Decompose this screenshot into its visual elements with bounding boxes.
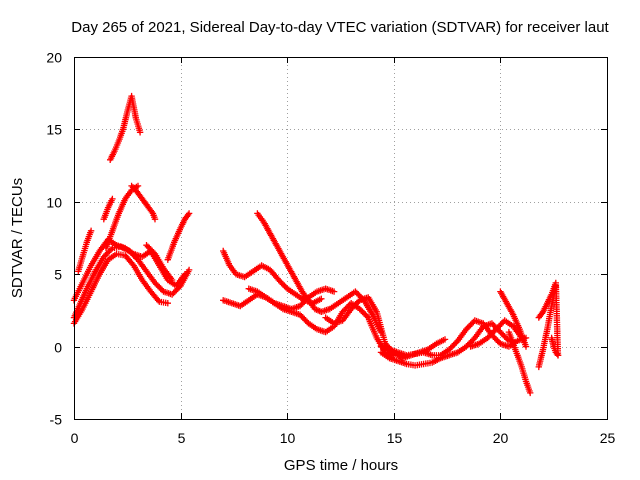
data-point — [527, 389, 534, 397]
x-tick-label: 20 — [493, 430, 509, 446]
data-point — [343, 304, 351, 311]
tick-layer: 0 5 10 15 20 25 -5 0 5 10 15 20 — [46, 50, 615, 447]
data-point — [185, 266, 193, 274]
data-point — [147, 246, 154, 253]
y-tick-label: 15 — [46, 122, 62, 138]
data-point — [451, 340, 459, 347]
grid-layer — [74, 57, 607, 419]
series-trace-04 — [102, 182, 142, 252]
data-point — [136, 129, 144, 136]
series-trace-10 — [143, 242, 176, 284]
y-tick-label: 0 — [54, 340, 62, 356]
x-tick-label: 0 — [71, 430, 79, 446]
data-point — [522, 343, 530, 350]
data-point — [340, 307, 348, 314]
data-point — [275, 276, 282, 284]
data-point — [181, 271, 189, 278]
data-point — [151, 279, 159, 287]
data-point — [447, 344, 454, 352]
data-point — [128, 182, 135, 190]
data-point — [103, 250, 110, 258]
series-trace-14 — [245, 285, 338, 313]
series-trace-11 — [220, 247, 325, 307]
data-point — [357, 307, 365, 314]
data-point — [281, 282, 288, 289]
x-tick-label: 25 — [600, 430, 616, 446]
data-point — [184, 211, 192, 218]
data-point — [301, 315, 308, 323]
y-tick-label: 10 — [46, 195, 62, 211]
data-point — [151, 216, 159, 223]
data-point — [278, 279, 285, 287]
data-point — [301, 298, 308, 305]
x-axis-label: GPS time / hours — [284, 457, 398, 474]
data-point — [490, 321, 497, 329]
data-point — [352, 288, 359, 295]
plot-frame — [74, 57, 608, 420]
series-trace-02 — [70, 250, 171, 327]
series-trace-18 — [467, 317, 525, 350]
series-trace-06 — [107, 92, 144, 163]
series-trace-20 — [505, 328, 534, 397]
data-point — [495, 323, 503, 330]
data-point — [298, 301, 305, 308]
y-tick-label: 5 — [54, 267, 62, 283]
data-point — [463, 326, 470, 333]
series-trace-05 — [128, 182, 159, 223]
series-layer — [70, 92, 562, 397]
x-tick-label: 5 — [178, 430, 186, 446]
data-point — [363, 313, 370, 320]
data-point — [441, 336, 449, 343]
data-point — [498, 330, 505, 337]
data-point — [170, 289, 177, 297]
data-point — [498, 320, 505, 327]
data-point — [490, 328, 497, 336]
data-point — [349, 304, 356, 311]
data-point — [330, 288, 338, 295]
data-point — [154, 282, 162, 289]
data-point — [352, 301, 359, 308]
data-point — [157, 285, 164, 292]
data-point — [484, 334, 491, 342]
series-trace-09 — [164, 210, 193, 263]
series-trace-07 — [75, 227, 95, 275]
data-point — [318, 295, 325, 302]
data-point — [109, 195, 116, 203]
data-point — [168, 276, 176, 284]
data-point — [154, 297, 162, 304]
data-point — [87, 227, 95, 234]
data-point — [355, 291, 362, 298]
y-tick-label: 20 — [46, 50, 62, 66]
data-point — [554, 352, 562, 359]
series-trace-23 — [548, 334, 562, 359]
data-point — [134, 182, 142, 190]
series-trace-16 — [377, 320, 513, 369]
y-axis-label: SDTVAR / TECUs — [9, 178, 26, 298]
data-point — [164, 300, 171, 307]
data-point — [356, 305, 363, 313]
data-point — [448, 343, 456, 350]
data-point — [501, 333, 508, 340]
y-tick-label: -5 — [50, 412, 63, 428]
data-point — [487, 331, 494, 339]
series-trace-12 — [254, 210, 385, 336]
data-point — [185, 210, 193, 217]
series-trace-08 — [100, 195, 116, 223]
data-point — [468, 320, 476, 327]
x-tick-label: 15 — [387, 430, 403, 446]
series-trace-19 — [497, 288, 530, 350]
chart-title: Day 265 of 2021, Sidereal Day-to-day VTE… — [71, 19, 609, 36]
data-point — [360, 310, 368, 317]
data-point — [144, 243, 152, 250]
x-tick-label: 10 — [280, 430, 296, 446]
data-point — [298, 313, 305, 320]
